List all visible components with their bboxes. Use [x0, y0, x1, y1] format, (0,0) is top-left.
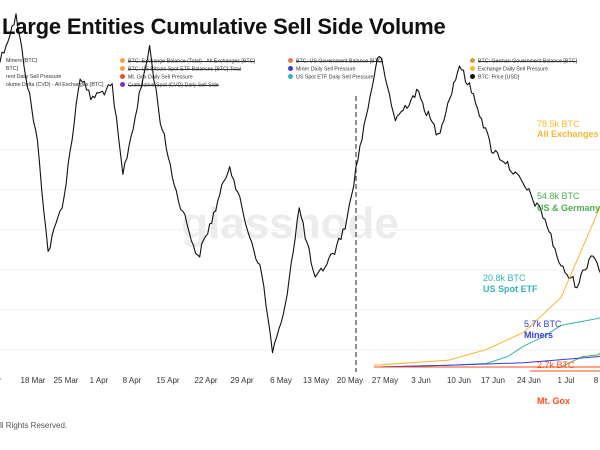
- end-label-value: 20.8k BTC: [483, 273, 526, 283]
- legend-item[interactable]: BTC]: [6, 66, 18, 73]
- legend-swatch: [120, 58, 125, 63]
- legend-label: Exchange Daily Sell Pressure: [478, 66, 548, 73]
- legend: Miners [BTC] BTC: Exchange Balance (Total…: [0, 56, 600, 96]
- legend-item[interactable]: Miners [BTC]: [6, 58, 37, 65]
- legend-label: rent Daily Sell Pressure: [6, 74, 62, 80]
- end-label-name: Mt. Gox: [537, 396, 570, 406]
- series-layer: [0, 13, 600, 368]
- legend-item[interactable]: BTC: Price [USD]: [470, 74, 519, 82]
- legend-swatch: [120, 82, 125, 87]
- x-tick-label: 17 Jun: [481, 376, 505, 385]
- legend-swatch: [288, 66, 293, 71]
- x-tick-label: 25 Mar: [54, 376, 79, 385]
- legend-label: Miner Daily Sell Pressure: [296, 66, 356, 73]
- legend-swatch: [470, 58, 475, 63]
- x-tick-label: 18 Mar: [21, 376, 46, 385]
- legend-label: Mt. Gox Daily Sell Pressure: [128, 74, 193, 81]
- legend-item[interactable]: Mt. Gox Daily Sell Pressure: [120, 74, 193, 82]
- legend-item[interactable]: BTC: German Government Balance [BTC]: [470, 58, 577, 66]
- legend-swatch: [288, 58, 293, 63]
- watermark: glassnode: [181, 199, 399, 248]
- x-tick-label: 1 Apr: [90, 376, 109, 385]
- legend-label: olume Delta (CVD) - All Exchanges [BTC]: [6, 82, 104, 88]
- x-tick-label: 6 May: [270, 376, 292, 385]
- x-tick-label: 1 Jul: [558, 376, 575, 385]
- x-tick-label: 8 Apr: [123, 376, 142, 385]
- legend-swatch: [470, 74, 475, 79]
- legend-item[interactable]: olume Delta (CVD) - All Exchanges [BTC]: [6, 82, 103, 89]
- grid: [0, 149, 600, 351]
- x-tick-label: 20 May: [337, 376, 363, 385]
- x-tick-label: 8: [594, 376, 599, 385]
- x-tick-label: 29 Apr: [230, 376, 253, 385]
- legend-label: US Spot ETF Daily Sell Pressure: [296, 74, 374, 81]
- x-tick-label: 27 May: [372, 376, 398, 385]
- legend-swatch: [120, 74, 125, 79]
- x-tick-label: 15 Apr: [156, 376, 179, 385]
- x-tick-label: r: [0, 376, 2, 385]
- series-exchanges-line: [373, 205, 600, 366]
- legend-label: BTC: US Bitcoin Spot ETF Balances [BTC] …: [128, 66, 241, 73]
- chart-title: Large Entities Cumulative Sell Side Volu…: [2, 14, 446, 39]
- x-tick-label: 3 Jun: [411, 376, 431, 385]
- x-tick-label: 13 May: [303, 376, 329, 385]
- legend-item[interactable]: Exchange Daily Sell Pressure: [470, 66, 548, 74]
- legend-swatch: [120, 66, 125, 71]
- legend-item[interactable]: Cumulative Spot (CVD) Daily Sell Side: [120, 82, 219, 90]
- legend-label: BTC: US Government Balance [BTC]: [296, 58, 384, 65]
- legend-item[interactable]: BTC: US Bitcoin Spot ETF Balances [BTC] …: [120, 66, 241, 74]
- legend-label: BTC: Exchange Balance (Total) - All Exch…: [128, 58, 255, 65]
- series-mt-gox-line: [374, 366, 600, 368]
- end-label-value: 5.7k BTC: [524, 319, 562, 329]
- legend-item[interactable]: BTC: Exchange Balance (Total) - All Exch…: [120, 58, 255, 66]
- series-us-spot-etf-line: [373, 317, 600, 368]
- legend-swatch: [470, 66, 475, 71]
- legend-label: BTC: German Government Balance [BTC]: [478, 58, 577, 65]
- series-miners-line: [373, 355, 600, 368]
- x-tick-label: 22 Apr: [194, 376, 217, 385]
- end-label-value: 78.5k BTC: [537, 119, 580, 129]
- end-label-name: US Spot ETF: [483, 284, 538, 294]
- x-axis-ticks: r 18 Mar 25 Mar 1 Apr 8 Apr 15 Apr 22 Apr 29 Ap…: [0, 376, 599, 385]
- footer-copyright: ll Rights Reserved.: [0, 421, 68, 430]
- legend-label: Miners [BTC]: [6, 58, 37, 64]
- end-label-name: Miners: [524, 330, 553, 340]
- x-tick-label: 10 Jun: [447, 376, 471, 385]
- end-label-value: 2.7k BTC: [537, 360, 575, 370]
- legend-label: BTC]: [6, 66, 19, 72]
- legend-item[interactable]: BTC: US Government Balance [BTC]: [288, 58, 383, 66]
- legend-label: Cumulative Spot (CVD) Daily Sell Side: [128, 82, 219, 89]
- legend-item[interactable]: rent Daily Sell Pressure: [6, 74, 61, 81]
- legend-item[interactable]: Miner Daily Sell Pressure: [288, 66, 355, 74]
- end-label-value: 54.8k BTC: [537, 191, 580, 201]
- series-price-line: [0, 13, 600, 354]
- legend-label: BTC: Price [USD]: [478, 74, 520, 81]
- legend-item[interactable]: US Spot ETF Daily Sell Pressure: [288, 74, 373, 82]
- legend-swatch: [288, 74, 293, 79]
- x-tick-label: 24 Jun: [517, 376, 541, 385]
- end-label-name: All Exchanges: [537, 129, 599, 139]
- end-label-name: US & Germany: [537, 203, 600, 213]
